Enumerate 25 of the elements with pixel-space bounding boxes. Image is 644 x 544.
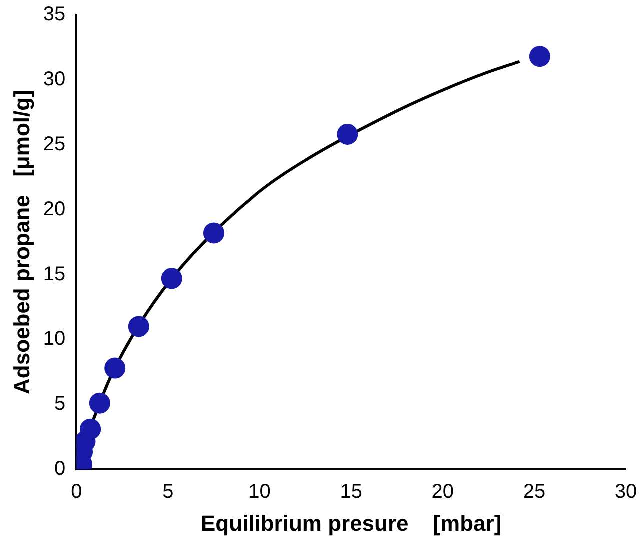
point [128,316,150,338]
x-tick-label: 25 [523,481,546,504]
point [529,46,550,68]
point [161,268,182,290]
x-tick-label: 15 [340,481,362,504]
x-tick-label: 10 [248,481,271,504]
point [337,124,358,145]
y-tick-label: 10 [43,328,66,350]
y-tick-label: 35 [43,4,66,26]
x-tick-label: 0 [71,481,82,504]
y-tick-label: 5 [54,393,66,416]
point [89,392,110,414]
y-tick-label: 15 [43,263,66,286]
y-tick-label: 0 [54,458,66,480]
x-tick-label: 5 [162,481,174,504]
x-tick-label: 20 [432,481,454,504]
point [104,358,126,379]
y-tick-label: 20 [43,198,66,220]
x-tick-label: 30 [614,481,638,504]
x-axis-title: Equilibrium presure [mbar] [200,510,502,536]
y-axis-title: Adsoebed propane [μmol/g] [9,90,34,394]
point [203,222,224,244]
point [80,418,102,440]
y-tick-label: 25 [43,133,66,156]
y-tick-label: 30 [43,68,66,90]
